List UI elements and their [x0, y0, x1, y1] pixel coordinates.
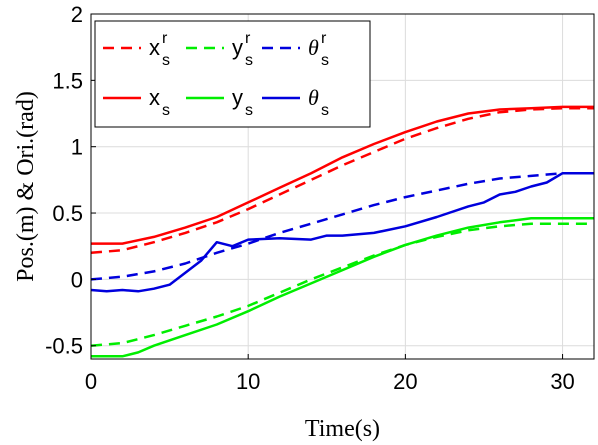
legend-label: y [232, 35, 243, 60]
series-line-xs [91, 105, 594, 245]
legend-label-superscript: r [321, 30, 327, 47]
legend-label: x [149, 85, 160, 110]
legend-label-subscript: s [162, 102, 170, 119]
y-tick-label: 1.5 [52, 68, 83, 93]
legend-box [94, 20, 371, 128]
legend-label-subscript: s [245, 102, 253, 119]
series-line-sr-ref [90, 171, 594, 281]
series-line-ysr-ref [90, 222, 594, 347]
legend-label: y [232, 85, 243, 110]
legend-label: θ [308, 85, 319, 110]
ticks: 0 10 20 30-0.500.511.52 [45, 2, 575, 394]
x-tick-label: 20 [393, 369, 417, 394]
series-line-s [90, 171, 594, 293]
series-line-ys [91, 217, 594, 358]
legend-label-superscript: r [162, 30, 168, 47]
legend-label-superscript: r [245, 30, 251, 47]
legend-label-subscript: s [321, 102, 329, 119]
y-tick-label: 1 [71, 135, 83, 160]
y-tick-label: 0 [71, 267, 83, 292]
x-tick-label: 10 [236, 369, 260, 394]
legend-label-subscript: s [321, 52, 329, 69]
series-layer [90, 105, 594, 358]
legend-label: x [149, 35, 160, 60]
legend-label: θ [308, 35, 319, 60]
y-tick-label: 2 [71, 2, 83, 27]
y-tick-label: 0.5 [52, 201, 83, 226]
legend-label-subscript: s [162, 52, 170, 69]
y-tick-label: -0.5 [45, 334, 83, 359]
x-axis-label: Time(s) [305, 416, 380, 442]
x-tick-label: 30 [550, 369, 574, 394]
plot-frame [90, 13, 595, 360]
y-axis-label: Pos.(m) & Ori.(rad) [13, 91, 39, 282]
legend-label-subscript: s [245, 52, 253, 69]
series-line-xsr-ref [90, 106, 594, 255]
x-tick-label: 0 [85, 369, 97, 394]
